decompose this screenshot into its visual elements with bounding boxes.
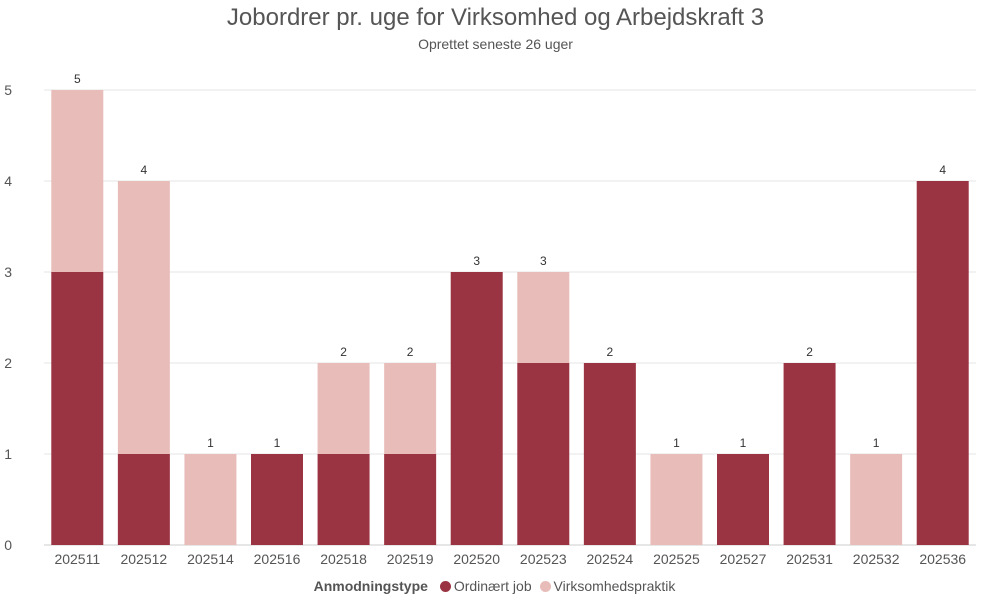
x-tick-label: 202514: [187, 551, 234, 567]
data-label-total: 3: [540, 254, 547, 268]
data-label-total: 1: [207, 436, 214, 450]
y-tick-label: 2: [4, 355, 12, 371]
x-tick-label: 202516: [254, 551, 301, 567]
y-tick-label: 3: [4, 264, 12, 280]
bar-virksomhedspraktik-202511[interactable]: [51, 90, 104, 272]
bar-virksomhedspraktik-202512[interactable]: [117, 181, 170, 454]
x-tick-label: 202531: [786, 551, 833, 567]
data-label-total: 5: [74, 72, 81, 86]
x-tick-label: 202524: [586, 551, 633, 567]
data-label-total: 2: [340, 345, 347, 359]
data-label-total: 4: [141, 163, 148, 177]
bar-ordinaert-job-202524[interactable]: [583, 363, 636, 545]
bar-virksomhedspraktik-202532[interactable]: [850, 454, 903, 545]
bar-virksomhedspraktik-202519[interactable]: [384, 363, 437, 454]
legend-dot-virksomhedspraktik: [539, 581, 551, 592]
bar-virksomhedspraktik-202525[interactable]: [650, 454, 703, 545]
x-tick-label: 202536: [919, 551, 966, 567]
x-tick-label: 202527: [720, 551, 767, 567]
legend-item-virksomhedspraktik[interactable]: Virksomhedspraktik: [539, 578, 676, 594]
legend-label-virksomhedspraktik: Virksomhedspraktik: [553, 578, 676, 594]
y-tick-label: 4: [4, 173, 12, 189]
bar-virksomhedspraktik-202518[interactable]: [317, 363, 370, 454]
data-label-total: 2: [407, 345, 414, 359]
x-tick-label: 202532: [853, 551, 900, 567]
data-label-total: 1: [274, 436, 281, 450]
bar-ordinaert-job-202518[interactable]: [317, 454, 370, 545]
data-label-total: 4: [939, 163, 946, 177]
x-tick-label: 202511: [54, 551, 100, 567]
legend: Anmodningstype Ordinært job Virksomhedsp…: [0, 578, 991, 594]
bar-ordinaert-job-202520[interactable]: [450, 272, 503, 545]
bar-ordinaert-job-202523[interactable]: [517, 363, 570, 545]
x-tick-label: 202518: [320, 551, 367, 567]
data-label-total: 1: [673, 436, 680, 450]
y-tick-label: 1: [4, 446, 12, 462]
data-label-total: 1: [740, 436, 747, 450]
bar-ordinaert-job-202531[interactable]: [783, 363, 836, 545]
x-tick-label: 202512: [120, 551, 167, 567]
bar-ordinaert-job-202516[interactable]: [251, 454, 303, 545]
x-tick-label: 202520: [453, 551, 500, 567]
chart-title: Jobordrer pr. uge for Virksomhed og Arbe…: [226, 4, 765, 31]
data-label-total: 2: [607, 345, 614, 359]
bar-virksomhedspraktik-202514[interactable]: [184, 454, 237, 545]
x-tick-label: 202523: [520, 551, 567, 567]
legend-item-ordinaert-job[interactable]: Ordinært job: [439, 578, 532, 594]
legend-dot-ordinaert-job: [439, 581, 451, 592]
bar-ordinaert-job-202527[interactable]: [717, 454, 769, 545]
x-tick-label: 202519: [387, 551, 434, 567]
data-label-total: 2: [806, 345, 813, 359]
bar-virksomhedspraktik-202523[interactable]: [517, 272, 570, 363]
y-tick-label: 5: [4, 82, 12, 98]
data-label-total: 1: [873, 436, 880, 450]
chart-subtitle: Oprettet seneste 26 uger: [418, 36, 573, 52]
legend-label-ordinaert-job: Ordinært job: [453, 578, 532, 594]
data-label-total: 3: [473, 254, 480, 268]
bar-ordinaert-job-202512[interactable]: [117, 454, 170, 545]
y-tick-label: 0: [4, 537, 12, 553]
legend-title: Anmodningstype: [313, 578, 428, 594]
bar-ordinaert-job-202536[interactable]: [916, 181, 969, 545]
bar-ordinaert-job-202511[interactable]: [51, 272, 104, 545]
x-tick-label: 202525: [653, 551, 700, 567]
bar-ordinaert-job-202519[interactable]: [384, 454, 437, 545]
